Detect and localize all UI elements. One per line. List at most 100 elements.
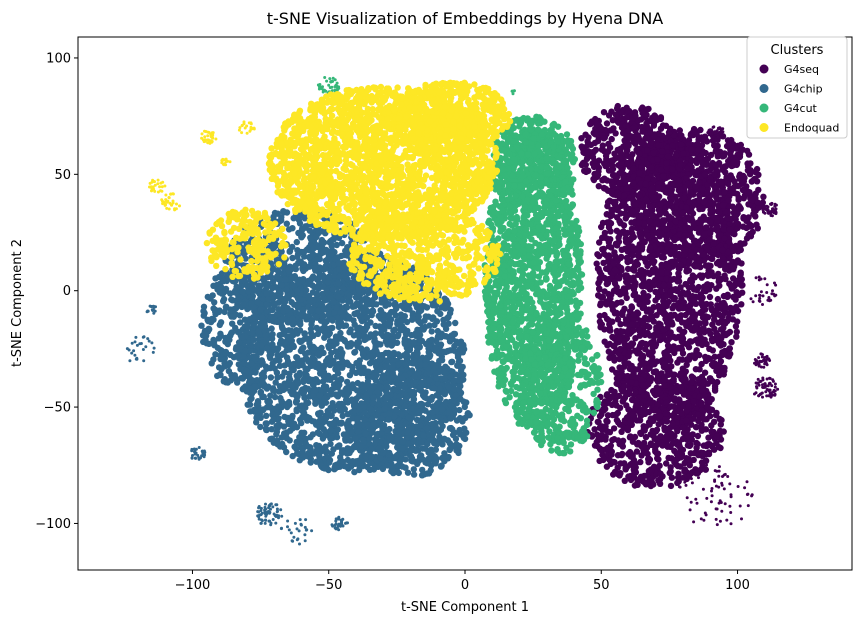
- data-point: [658, 148, 666, 155]
- data-point: [587, 120, 594, 128]
- data-point: [597, 436, 605, 443]
- data-point: [642, 180, 649, 188]
- data-point: [622, 122, 629, 129]
- data-point: [683, 175, 690, 182]
- data-point: [633, 258, 640, 266]
- data-point: [666, 213, 673, 220]
- data-point: [307, 434, 314, 441]
- data-point: [646, 323, 653, 331]
- data-point: [711, 171, 718, 178]
- data-point: [636, 219, 643, 226]
- data-point: [713, 260, 721, 267]
- data-point: [667, 199, 674, 206]
- data-point: [428, 328, 435, 335]
- data-point: [683, 267, 690, 275]
- data-point: [615, 392, 623, 400]
- data-point: [702, 353, 709, 361]
- data-point: [704, 404, 711, 411]
- data-point: [641, 255, 648, 262]
- data-point: [717, 469, 721, 473]
- data-point: [698, 274, 705, 281]
- data-point: [674, 462, 681, 470]
- data-point: [614, 316, 622, 323]
- data-point: [716, 277, 724, 284]
- data-point: [599, 176, 607, 184]
- data-point: [612, 111, 620, 118]
- data-point: [640, 423, 647, 430]
- data-point: [674, 479, 681, 487]
- data-point: [715, 523, 719, 527]
- data-point: [732, 213, 739, 220]
- data-point: [338, 352, 345, 359]
- data-point: [718, 369, 725, 376]
- data-point: [765, 291, 769, 294]
- data-point: [714, 295, 722, 303]
- data-point: [685, 308, 692, 316]
- data-point: [659, 442, 666, 449]
- data-point: [670, 376, 677, 383]
- data-point: [703, 224, 710, 231]
- data-point: [763, 277, 767, 281]
- data-point: [769, 214, 773, 217]
- data-point: [603, 120, 611, 127]
- data-point: [642, 345, 649, 353]
- data-point: [702, 457, 710, 464]
- data-point: [713, 285, 720, 292]
- data-point: [731, 230, 738, 238]
- data-point: [283, 448, 290, 456]
- data-point: [644, 147, 651, 154]
- data-point: [749, 297, 753, 301]
- data-point: [600, 245, 607, 253]
- data-point: [770, 292, 774, 296]
- data-point: [596, 424, 604, 432]
- data-point: [613, 402, 620, 409]
- data-point: [655, 456, 662, 463]
- data-point: [678, 132, 685, 139]
- data-point: [634, 135, 641, 143]
- data-point: [719, 129, 723, 132]
- data-point: [712, 148, 719, 155]
- data-point: [667, 311, 675, 319]
- data-point: [761, 386, 765, 389]
- data-point: [669, 166, 676, 173]
- data-point: [697, 247, 704, 254]
- data-point: [621, 192, 628, 199]
- data-point: [634, 158, 642, 165]
- data-point: [618, 368, 625, 375]
- data-point: [646, 421, 653, 428]
- data-point: [692, 520, 696, 524]
- data-point: [617, 145, 624, 152]
- data-point: [649, 361, 656, 368]
- data-point: [661, 349, 668, 357]
- data-point: [596, 318, 604, 325]
- data-point: [654, 156, 661, 163]
- data-point: [603, 280, 610, 288]
- data-point: [608, 386, 615, 394]
- data-point: [726, 226, 734, 233]
- data-point: [675, 177, 683, 185]
- data-point: [590, 163, 598, 171]
- data-point: [625, 241, 632, 248]
- data-point: [624, 274, 631, 282]
- data-point: [633, 397, 640, 404]
- data-point: [677, 141, 685, 148]
- data-point: [684, 341, 691, 348]
- data-point: [719, 134, 723, 138]
- data-point: [630, 180, 637, 187]
- data-point: [644, 269, 651, 276]
- data-point: [652, 368, 660, 375]
- data-point: [651, 112, 659, 120]
- data-point: [638, 163, 645, 171]
- data-point: [583, 155, 591, 162]
- data-point: [598, 125, 605, 133]
- data-point: [656, 333, 663, 340]
- data-point: [713, 469, 717, 473]
- data-point: [720, 226, 727, 233]
- data-point: [695, 146, 702, 153]
- data-point: [694, 263, 701, 270]
- data-point: [717, 485, 721, 489]
- data-point: [668, 276, 675, 284]
- data-point: [666, 371, 673, 378]
- data-point: [675, 270, 682, 277]
- data-point: [624, 424, 631, 432]
